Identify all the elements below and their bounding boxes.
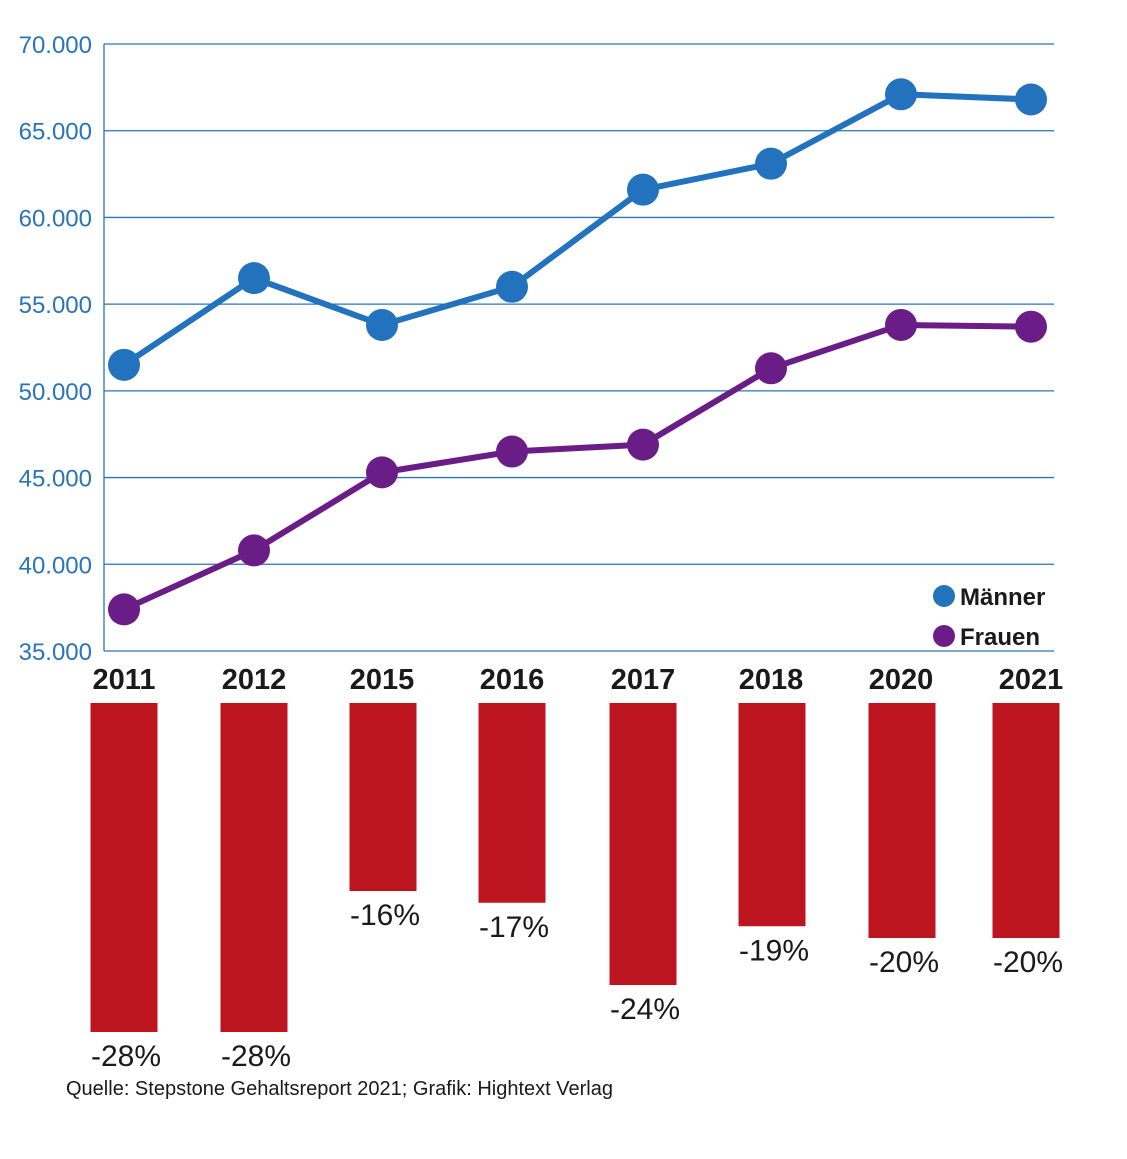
y-tick-label: 65.000 [19,119,92,146]
y-tick-label: 40.000 [19,552,92,579]
category-labels: 2011 2012 2015 2016 2017 2018 2020 2021 [93,664,1064,696]
gap-label: -16% [350,899,420,932]
gap-bar [478,703,546,903]
category-label: 2020 [869,664,934,696]
category-label: 2018 [739,664,804,696]
series-points [108,78,1047,626]
gap-label: -20% [993,946,1063,979]
data-point [627,173,659,206]
data-point [108,593,140,626]
gender-pay-chart: 70.000 65.000 60.000 55.000 50.000 45.000 40.0… [19,32,1064,1070]
series-line-0 [122,91,1032,368]
series-lines [122,91,1032,613]
data-point [496,435,528,468]
gap-label: -28% [221,1040,291,1070]
category-label: 2017 [611,664,676,696]
legend: Männer Frauen [933,584,1045,651]
legend-label: Frauen [960,624,1040,651]
series-line-1 [122,321,1032,613]
y-tick-label: 35.000 [19,639,92,666]
gap-bar [992,703,1060,938]
category-label: 2021 [999,664,1064,696]
gap-label: -28% [91,1040,161,1070]
data-point [885,78,917,111]
data-point [238,534,270,567]
data-point [496,270,528,303]
legend-marker [933,585,955,607]
gap-bar [609,703,677,985]
category-label: 2012 [222,664,287,696]
gap-bar [349,703,417,891]
data-point [238,262,270,295]
data-point [627,428,659,461]
y-tick-label: 50.000 [19,379,92,406]
data-point [1015,83,1047,116]
y-tick-label: 45.000 [19,466,92,493]
data-point [1015,310,1047,343]
category-label: 2015 [350,664,415,696]
legend-label: Männer [960,584,1045,611]
gap-label: -17% [479,911,549,944]
data-point [108,348,140,381]
category-label: 2011 [93,664,156,696]
gap-bar [90,703,158,1032]
data-point [755,147,787,180]
gap-bars: -28% -28% -16% -17% -24% -19% -20% -20% [90,703,1063,1070]
data-point [755,352,787,385]
y-axis: 70.000 65.000 60.000 55.000 50.000 45.000 40.0… [19,32,92,666]
data-point [366,456,398,489]
data-point [366,308,398,341]
y-tick-label: 60.000 [19,205,92,232]
gap-label: -19% [739,934,809,967]
category-label: 2016 [480,664,545,696]
legend-marker [933,625,955,647]
grid-lines [103,43,1054,652]
data-point [885,308,917,341]
source-note: Quelle: Stepstone Gehaltsreport 2021; Gr… [66,1078,613,1100]
gap-bar [868,703,936,938]
gap-bar [220,703,288,1032]
y-tick-label: 55.000 [19,292,92,319]
gap-bar [738,703,806,927]
gap-label: -20% [869,946,939,979]
y-tick-label: 70.000 [19,32,92,59]
gap-label: -24% [610,993,680,1026]
